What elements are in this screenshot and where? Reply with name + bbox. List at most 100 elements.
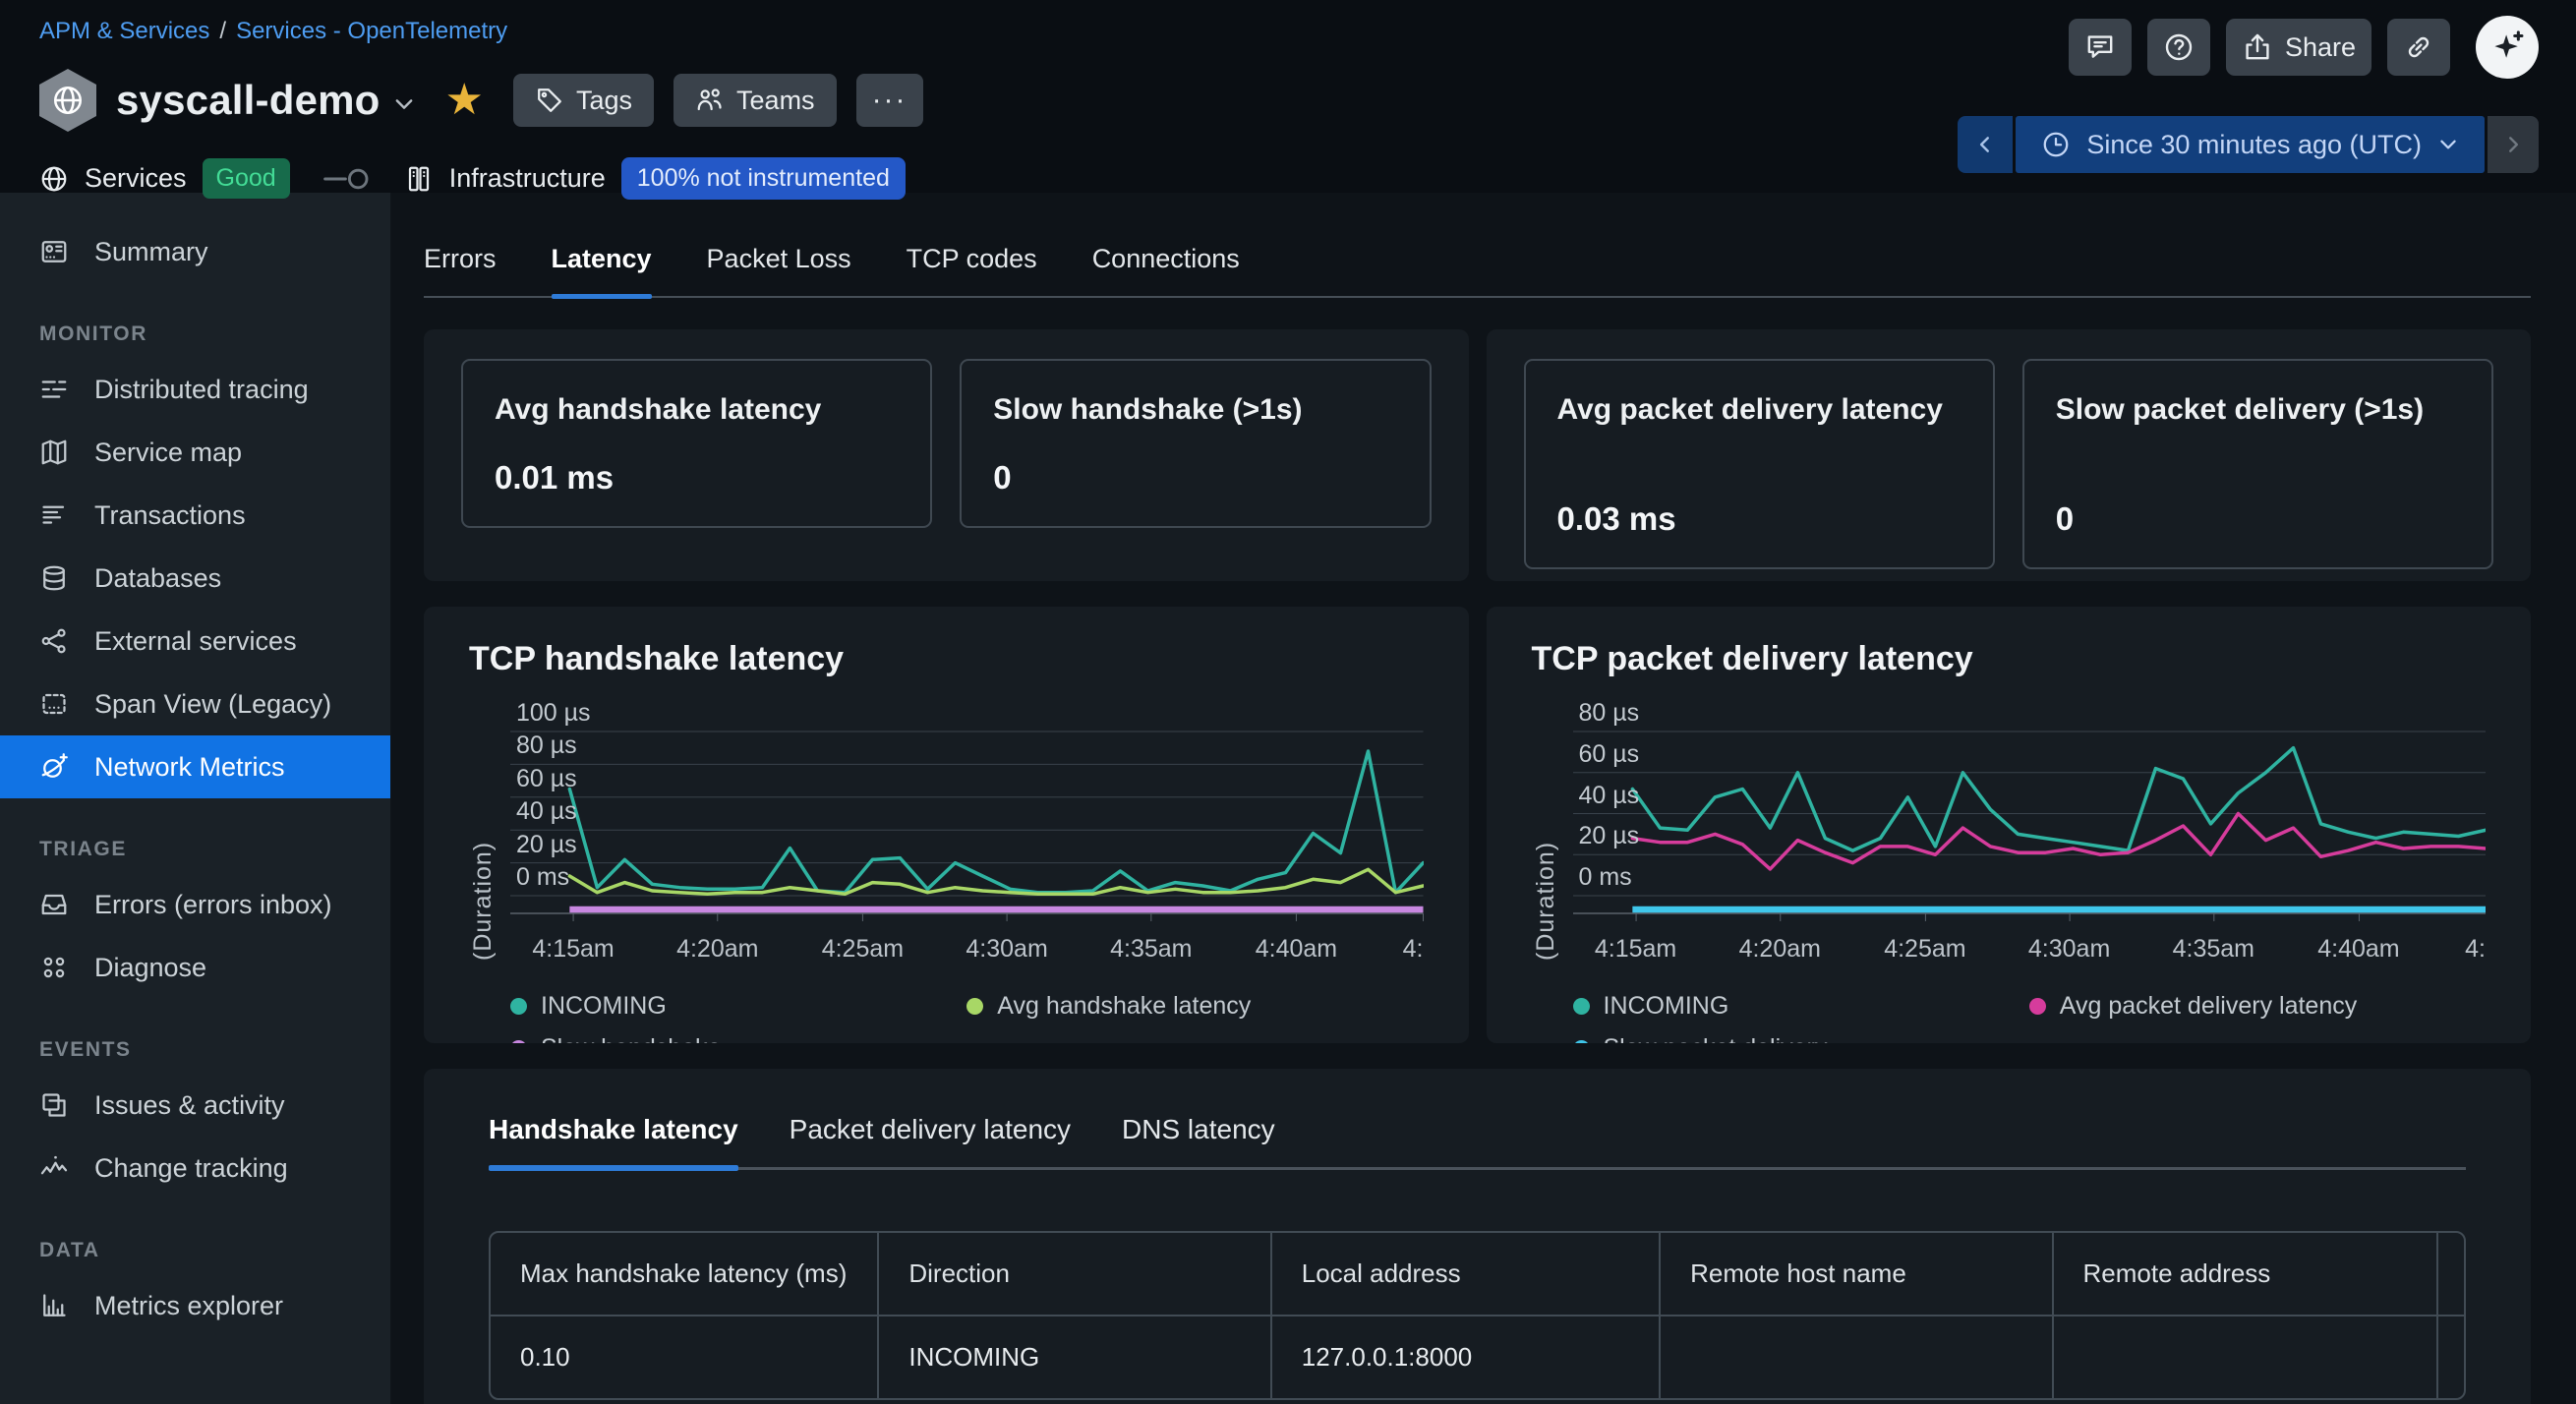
clock-icon bbox=[2041, 130, 2071, 159]
feedback-button[interactable] bbox=[2068, 19, 2132, 76]
time-range-prev-button[interactable] bbox=[1958, 116, 2014, 173]
sidebar-section-events: EVENTS bbox=[39, 1038, 132, 1061]
sidebar-item-label: Transactions bbox=[94, 499, 246, 530]
table-row[interactable]: 0.10 INCOMING 127.0.0.1:8000 bbox=[491, 1315, 2464, 1398]
external-services-icon bbox=[39, 626, 69, 656]
teams-button-label: Teams bbox=[736, 85, 815, 115]
service-title-dropdown[interactable]: syscall-demo bbox=[116, 77, 416, 124]
tab-errors[interactable]: Errors bbox=[424, 244, 497, 273]
sidebar-item-summary[interactable]: Summary bbox=[0, 220, 390, 283]
link-icon bbox=[2403, 31, 2434, 63]
sidebar-section-triage: TRIAGE bbox=[39, 838, 127, 860]
y-tick-label: 20 µs bbox=[1578, 822, 1640, 850]
sidebar-item-service-map[interactable]: Service map bbox=[0, 421, 390, 484]
y-tick-label: 0 ms bbox=[516, 863, 570, 891]
table-cell bbox=[2435, 1315, 2464, 1398]
table-column-header: Direction bbox=[877, 1233, 1269, 1315]
table-cell bbox=[2051, 1315, 2436, 1398]
app-body: Summary MONITOR Distributed tracing Service… bbox=[0, 193, 2576, 1404]
table-cell: 127.0.0.1:8000 bbox=[1269, 1315, 1660, 1398]
x-tick-label: 4:30am bbox=[2027, 935, 2111, 963]
sidebar-item-external-services[interactable]: External services bbox=[0, 610, 390, 673]
sidebar-item-transactions[interactable]: Transactions bbox=[0, 484, 390, 547]
sidebar-item-label: Summary bbox=[94, 236, 208, 266]
legend-item-incoming[interactable]: INCOMING bbox=[510, 992, 966, 1021]
sidebar-item-distributed-tracing[interactable]: Distributed tracing bbox=[0, 358, 390, 421]
sidebar-item-issues-activity[interactable]: Issues & activity bbox=[0, 1074, 390, 1137]
errors-inbox-icon bbox=[39, 890, 69, 919]
x-tick-label: 4:40am bbox=[1255, 935, 1338, 963]
x-tick-label: 4:20am bbox=[1738, 935, 1821, 963]
legend-item-avg-packet-delivery-latency[interactable]: Avg packet delivery latency bbox=[2028, 992, 2486, 1021]
sidebar-item-label: External services bbox=[94, 625, 297, 656]
tags-button[interactable]: Tags bbox=[512, 74, 655, 127]
tab-latency[interactable]: Latency bbox=[551, 244, 652, 299]
table-cell: INCOMING bbox=[877, 1315, 1270, 1398]
detail-tab-packet-delivery-latency[interactable]: Packet delivery latency bbox=[789, 1114, 1072, 1144]
x-axis-labels: 4:15am 4:20am 4:25am 4:30am 4:35am 4:40am 4: bbox=[1573, 935, 2486, 968]
time-range-nav: Since 30 minutes ago (UTC) bbox=[1958, 116, 2539, 173]
share-button[interactable]: Share bbox=[2225, 19, 2371, 76]
stat-card-value: 0 bbox=[2055, 500, 2075, 537]
legend-item-avg-handshake-latency[interactable]: Avg handshake latency bbox=[966, 992, 1423, 1021]
sidebar-item-errors-errors-inbox[interactable]: Errors (errors inbox) bbox=[0, 873, 390, 936]
sidebar-item-metrics-explorer[interactable]: Metrics explorer bbox=[0, 1274, 390, 1337]
services-status-badge[interactable]: Good bbox=[202, 158, 290, 199]
sidebar-section-data: DATA bbox=[39, 1239, 100, 1261]
ai-assistant-button[interactable] bbox=[2476, 16, 2539, 79]
infrastructure-icon bbox=[404, 164, 434, 194]
sidebar-item-label: Service map bbox=[94, 437, 243, 467]
x-tick-label: 4:15am bbox=[532, 935, 615, 963]
tab-connections[interactable]: Connections bbox=[1091, 244, 1240, 273]
link-toggle-icon[interactable] bbox=[320, 163, 375, 195]
table-column-header bbox=[2435, 1233, 2464, 1315]
tab-tcp-codes[interactable]: TCP codes bbox=[906, 244, 1037, 273]
more-options-button[interactable]: ··· bbox=[855, 74, 923, 127]
legend-dot bbox=[1572, 998, 1590, 1015]
legend-item-slow-handshake[interactable]: Slow handshake bbox=[510, 1034, 966, 1043]
x-tick-label: 4:15am bbox=[1594, 935, 1677, 963]
teams-button[interactable]: Teams bbox=[673, 74, 837, 127]
sidebar-item-databases[interactable]: Databases bbox=[0, 547, 390, 610]
status-row: Services Good Infrastructure 100% not in… bbox=[39, 157, 2537, 200]
main-content: Errors Latency Packet Loss TCP codes Connect… bbox=[391, 193, 2576, 1404]
time-range-selector[interactable]: Since 30 minutes ago (UTC) bbox=[2016, 116, 2485, 173]
legend-item-incoming[interactable]: INCOMING bbox=[1572, 992, 2029, 1021]
x-tick-label: 4: bbox=[1402, 935, 1424, 963]
packet-delivery-stats-panel: Avg packet delivery latency 0.03 ms Slow p… bbox=[1486, 329, 2531, 581]
tcp-handshake-latency-plot[interactable]: 100 µs 80 µs 60 µs 40 µs 20 µs 0 ms bbox=[510, 699, 1424, 925]
table-header-row: Max handshake latency (ms) Direction Local… bbox=[491, 1233, 2464, 1315]
stat-card-title: Slow handshake (>1s) bbox=[993, 393, 1303, 426]
handshake-stat-cards: Avg handshake latency 0.01 ms Slow handsha… bbox=[461, 359, 1432, 528]
detail-tab-handshake-latency[interactable]: Handshake latency bbox=[489, 1114, 738, 1171]
help-button[interactable] bbox=[2146, 19, 2210, 76]
breadcrumb-apm-services[interactable]: APM & Services bbox=[39, 18, 210, 44]
summary-icon bbox=[39, 237, 69, 266]
time-range-next-button[interactable] bbox=[2488, 116, 2539, 173]
chart-block: (Duration) 100 µs 80 µs 60 µs 40 µs 20 µs 0 m… bbox=[469, 699, 1424, 1043]
table-cell bbox=[1659, 1315, 2052, 1398]
sidebar-item-change-tracking[interactable]: Change tracking bbox=[0, 1137, 390, 1199]
tab-packet-loss[interactable]: Packet Loss bbox=[706, 244, 851, 273]
distributed-tracing-icon bbox=[39, 375, 69, 404]
favorite-star-icon[interactable]: ★ bbox=[444, 76, 484, 124]
ai-sparkle-icon bbox=[2489, 29, 2525, 65]
breadcrumb-services-opentelemetry[interactable]: Services - OpenTelemetry bbox=[236, 18, 508, 44]
chevron-right-icon bbox=[2502, 134, 2524, 155]
stat-card-value: 0.01 ms bbox=[495, 459, 615, 496]
breadcrumb-separator: / bbox=[219, 18, 227, 44]
x-axis-labels: 4:15am 4:20am 4:25am 4:30am 4:35am 4:40am 4: bbox=[510, 935, 1424, 968]
detail-tab-dns-latency[interactable]: DNS latency bbox=[1122, 1114, 1275, 1144]
page-title: syscall-demo bbox=[116, 77, 381, 123]
copy-link-button[interactable] bbox=[2387, 19, 2450, 76]
sidebar-item-span-view-legacy[interactable]: Span View (Legacy) bbox=[0, 673, 390, 735]
y-tick-label: 80 µs bbox=[1578, 699, 1640, 727]
table-cell: 0.10 bbox=[491, 1315, 878, 1398]
x-tick-label: 4:25am bbox=[1884, 935, 1966, 963]
sidebar-item-diagnose[interactable]: Diagnose bbox=[0, 936, 390, 999]
infrastructure-badge[interactable]: 100% not instrumented bbox=[620, 157, 906, 200]
sidebar-item-network-metrics[interactable]: Network Metrics bbox=[0, 735, 390, 798]
legend-item-slow-packet-delivery[interactable]: Slow packet delivery bbox=[1572, 1034, 2029, 1043]
tcp-packet-delivery-latency-plot[interactable]: 80 µs 60 µs 40 µs 20 µs 0 ms bbox=[1573, 699, 2487, 925]
sidebar-item-label: Diagnose bbox=[94, 952, 207, 982]
